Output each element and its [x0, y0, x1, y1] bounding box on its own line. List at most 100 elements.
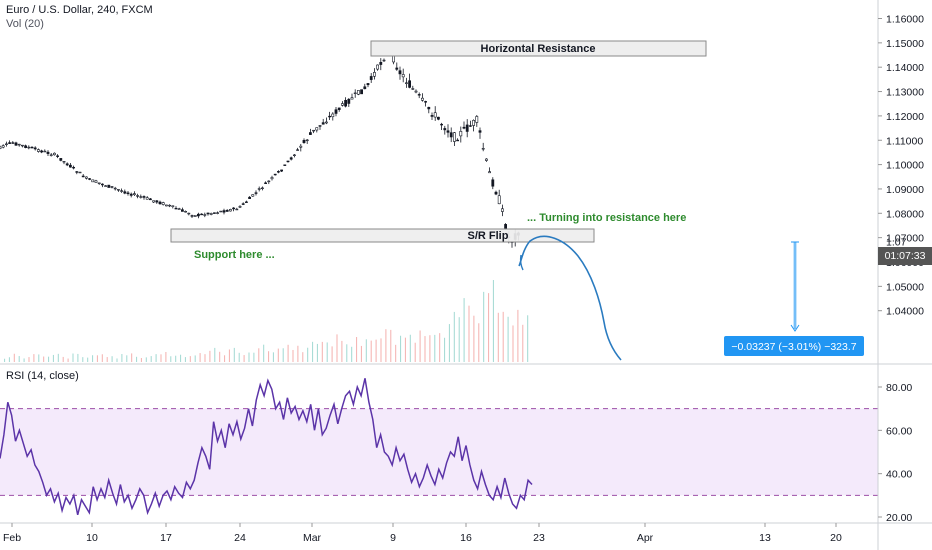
volume-bar: [184, 357, 186, 362]
rsi-tick-label: 60.00: [886, 425, 912, 437]
candle-body: [379, 61, 383, 65]
candle-body: [219, 210, 223, 213]
rsi-legend[interactable]: RSI (14, close): [6, 370, 79, 382]
candle-body: [276, 171, 280, 173]
candle-body: [462, 126, 466, 129]
candle-body: [27, 146, 31, 149]
candle-body: [40, 150, 44, 153]
candle-body: [101, 183, 104, 186]
candle-body: [404, 82, 408, 84]
horizontal-resistance-zone[interactable]: [370, 40, 707, 57]
candle-body: [142, 196, 146, 198]
volume-bar: [189, 356, 191, 362]
candle-body: [267, 180, 271, 183]
volume-bar: [92, 355, 94, 362]
candle-body: [238, 206, 242, 208]
volume-bar: [400, 335, 402, 362]
candle-body: [181, 209, 184, 212]
candle-body: [363, 86, 367, 90]
volume-bar: [228, 349, 230, 362]
candle-body: [229, 209, 232, 212]
candle-body: [91, 179, 95, 183]
volume-bar: [497, 312, 499, 362]
candle-body: [225, 209, 229, 212]
candle-body: [75, 171, 79, 173]
volume-bar: [204, 354, 206, 362]
projection-path[interactable]: [518, 235, 622, 361]
candle-body: [344, 99, 348, 107]
volume-bar: [272, 352, 274, 362]
candle-body: [257, 188, 261, 190]
time-tick-label: 20: [830, 532, 842, 544]
volume-bar: [326, 342, 328, 362]
volume-bar: [199, 353, 201, 362]
candle-body: [308, 132, 312, 135]
candle-body: [270, 177, 274, 180]
candle-body: [117, 189, 120, 191]
volume-bar: [224, 355, 226, 362]
volume-bar: [492, 280, 494, 362]
candle-body: [11, 142, 15, 144]
volume-bar: [180, 354, 182, 362]
volume-bar: [370, 340, 372, 362]
candlesticks: [0, 43, 520, 248]
volume-bar: [512, 325, 514, 362]
volume-bar: [48, 356, 50, 362]
volume-legend[interactable]: Vol (20): [6, 18, 44, 30]
volume-bar: [67, 358, 69, 362]
volume-bar: [321, 341, 323, 362]
candle-body: [452, 132, 456, 142]
candle-body: [468, 125, 472, 127]
candle-body: [296, 149, 300, 151]
volume-bar: [434, 334, 436, 362]
candle-body: [139, 196, 143, 198]
candle-body: [85, 176, 88, 179]
measure-label-box[interactable]: [724, 336, 864, 356]
volume-bar: [136, 356, 138, 362]
symbol-title: Euro / U.S. Dollar, 240, FXCM: [6, 4, 153, 16]
volume-bar: [253, 352, 255, 362]
candle-body: [286, 160, 290, 163]
volume-bar: [414, 342, 416, 362]
candle-body: [382, 59, 386, 62]
price-tick-label: 1.05000: [886, 281, 924, 293]
candle-body: [408, 80, 412, 88]
candle-body: [328, 115, 332, 118]
candle-body: [366, 83, 370, 86]
candle-body: [481, 148, 485, 150]
volume-bar: [82, 357, 84, 362]
volume-bar: [316, 343, 318, 362]
volume-bar: [8, 357, 10, 362]
volume-bar: [111, 356, 113, 362]
price-tick-label: 1.13000: [886, 87, 924, 99]
candle-body: [440, 123, 444, 126]
volume-bar: [214, 347, 216, 362]
measure-arrow-icon: [790, 324, 800, 332]
sr-flip-zone[interactable]: [170, 228, 595, 243]
symbol-legend[interactable]: Euro / U.S. Dollar, 240, FXCM: [6, 4, 153, 16]
volume-bar: [263, 344, 265, 362]
candle-body: [149, 198, 152, 201]
price-tick-label: 1.08000: [886, 208, 924, 220]
candle-body: [254, 192, 258, 194]
candle-body: [401, 74, 405, 78]
candle-body: [8, 142, 12, 144]
volume-bar: [28, 357, 30, 362]
volume-bar: [77, 353, 79, 362]
candle-body: [334, 109, 338, 114]
volume-bar: [395, 344, 397, 362]
volume-bar: [468, 305, 470, 362]
candle-body: [443, 128, 447, 131]
current-price-marker: [878, 247, 932, 265]
candle-body: [324, 121, 328, 124]
price-axis-ticks: 1.16000 1.15000 1.14000 1.13000 1.12000 1.110…: [878, 14, 924, 318]
candle-body: [376, 64, 380, 70]
volume-bar: [87, 357, 89, 362]
candle-body: [203, 214, 207, 216]
candle-body: [129, 193, 133, 196]
volume-bar: [473, 315, 475, 362]
volume-bar: [448, 324, 450, 362]
candle-body: [126, 192, 130, 194]
volume-bar: [385, 329, 387, 362]
